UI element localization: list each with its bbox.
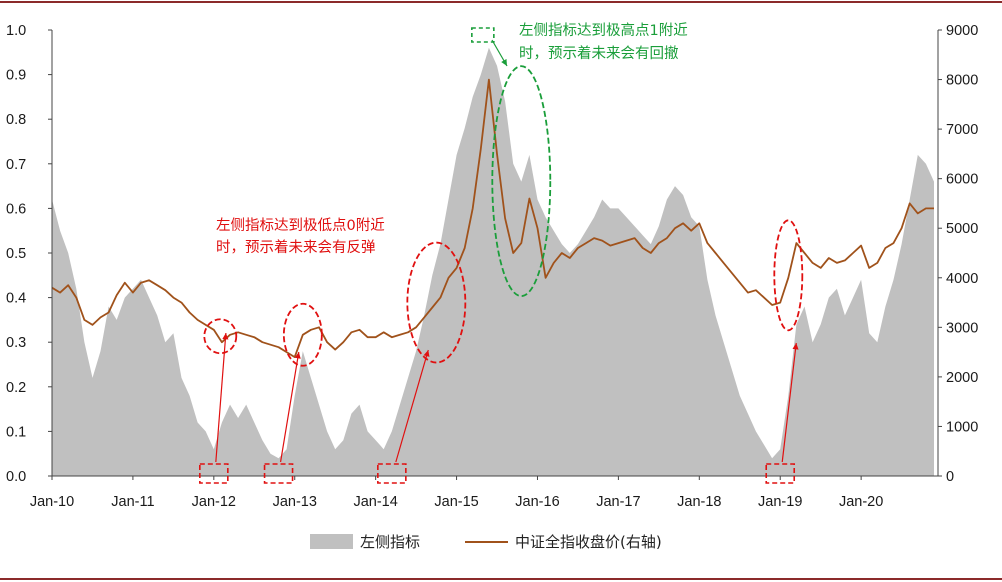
arrow-head [423, 350, 430, 357]
y-left-tick-label: 0.1 [6, 424, 26, 440]
annotation-high-line1: 左侧指标达到极高点1附近 [519, 22, 688, 39]
x-tick-label: Jan-18 [677, 494, 721, 510]
x-tick-label: Jan-12 [192, 494, 236, 510]
y-left-tick-label: 1.0 [6, 23, 26, 39]
y-right-tick-label: 6000 [946, 172, 978, 188]
x-tick-label: Jan-10 [30, 494, 74, 510]
line-series-csi-all-share [51, 78, 934, 358]
x-tick-label: Jan-14 [353, 494, 397, 510]
annotation-arrow [215, 332, 227, 463]
line-series-group [51, 78, 934, 358]
low-marker-box [377, 463, 407, 484]
y-right-tick-label: 8000 [946, 73, 978, 89]
rebound-ellipse [203, 318, 238, 355]
x-tick-label: Jan-13 [273, 494, 317, 510]
y-right-tick-label: 1000 [946, 419, 978, 435]
annotation-arrow [395, 349, 429, 463]
arrow-head [792, 343, 799, 350]
y-left-tick-label: 0.2 [6, 380, 26, 396]
legend-swatch-area [310, 534, 353, 549]
area-series-group [52, 47, 934, 477]
arrow-head [294, 352, 301, 359]
y-left-tick-label: 0.6 [6, 201, 26, 217]
drawdown-ellipse [491, 65, 552, 298]
y-left-tick-label: 0.4 [6, 291, 26, 307]
x-tick-label: Jan-20 [839, 494, 883, 510]
y-right-tick-label: 9000 [946, 23, 978, 39]
rebound-ellipse [406, 241, 467, 364]
x-tick-label: Jan-15 [434, 494, 478, 510]
x-tick-label: Jan-19 [758, 494, 802, 510]
legend-label-line: 中证全指收盘价(右轴) [515, 533, 662, 551]
y-left-tick-label: 0.7 [6, 157, 26, 173]
annotation-high-line2: 时，预示着未来会有回撤 [519, 45, 679, 62]
annotation-low-line1: 左侧指标达到极低点0附近 [216, 217, 385, 234]
low-marker-box [765, 463, 796, 484]
low-marker-box [199, 463, 229, 484]
high-marker-box [471, 27, 495, 43]
annotation-low-line2: 时，预示着未来会有反弹 [216, 239, 376, 256]
rebound-ellipse [773, 219, 804, 332]
annotation-arrow [781, 342, 797, 463]
y-left-tick-label: 0.9 [6, 68, 26, 84]
x-tick-label: Jan-11 [111, 494, 154, 510]
bottom-border [0, 578, 1002, 580]
x-tick-label: Jan-16 [515, 494, 559, 510]
y-right-tick-label: 2000 [946, 370, 978, 386]
annotations-group [199, 27, 804, 484]
rebound-ellipse [282, 302, 323, 367]
area-series-left-indicator [52, 47, 934, 477]
y-right-tick-label: 5000 [946, 221, 978, 237]
legend-label-area: 左侧指标 [360, 533, 420, 551]
x-tick-label: Jan-17 [596, 494, 640, 510]
y-right-tick-label: 3000 [946, 320, 978, 336]
arrow-head [222, 333, 229, 340]
y-left-tick-label: 0.5 [6, 246, 26, 262]
y-left-tick-label: 0.3 [6, 335, 26, 351]
annotation-arrow [279, 351, 300, 463]
low-marker-box [263, 463, 294, 484]
y-right-tick-label: 7000 [946, 122, 978, 138]
y-right-tick-label: 0 [946, 469, 954, 485]
tick-labels-group: 0.0 0.1 0.2 0.3 0.4 0.5 0.6 0.7 0.8 0.9 1.0 0 1000 20… [6, 23, 978, 510]
y-left-tick-label: 0.0 [6, 469, 26, 485]
arrow-head [501, 59, 507, 66]
y-right-tick-label: 4000 [946, 271, 978, 287]
top-border [0, 1, 1002, 3]
y-left-tick-label: 0.8 [6, 112, 26, 128]
